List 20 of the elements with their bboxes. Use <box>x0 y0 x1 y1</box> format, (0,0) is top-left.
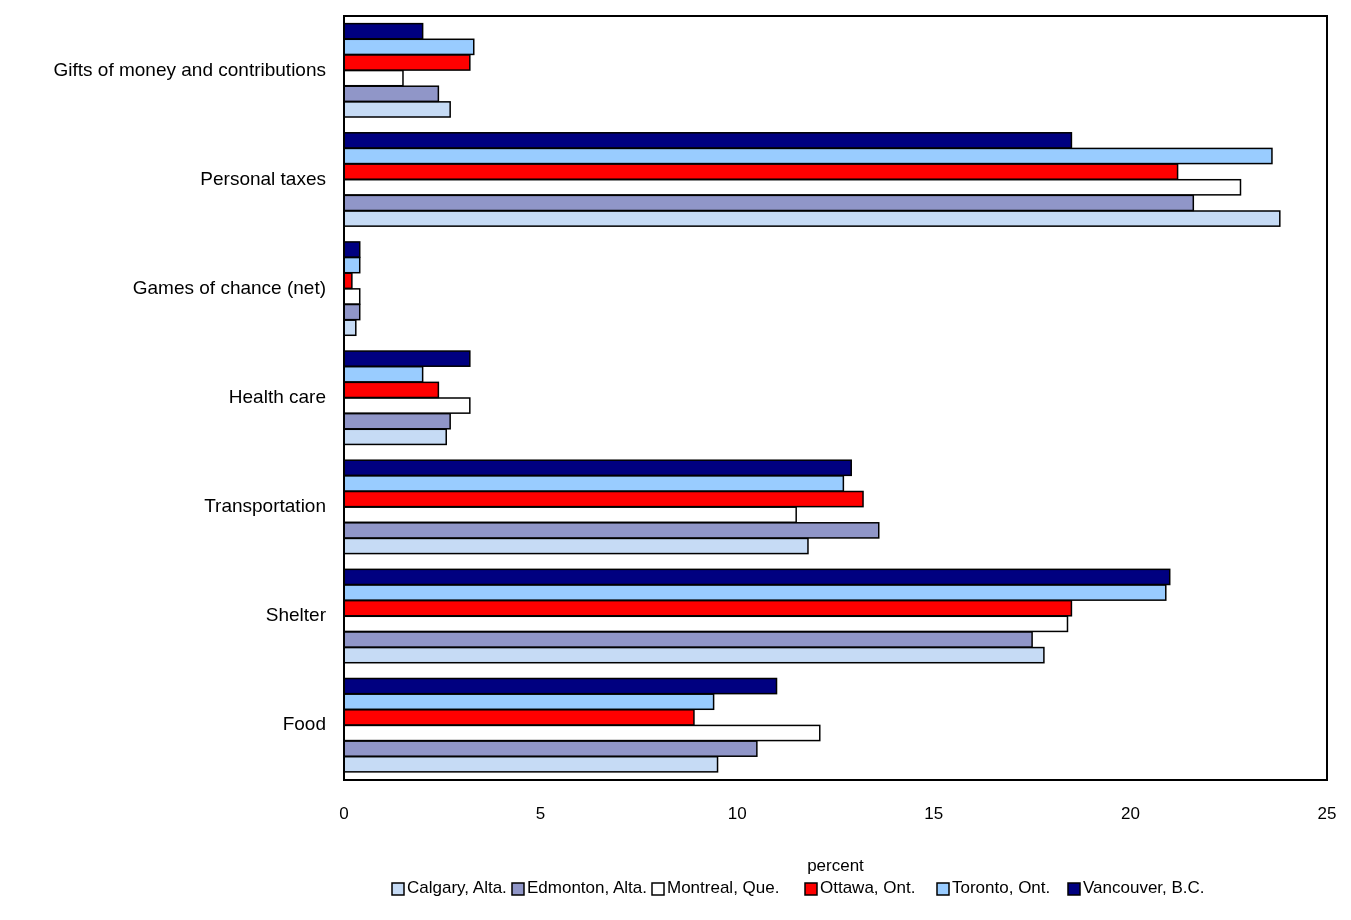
x-tick-label: 25 <box>1317 804 1337 823</box>
x-tick-label: 20 <box>1120 804 1140 823</box>
x-tick-label: 15 <box>924 804 944 823</box>
legend-label: Calgary, Alta. <box>407 878 507 898</box>
y-tick-label: Shelter <box>265 604 327 626</box>
y-tick-label: Personal taxes <box>200 167 326 189</box>
legend-label: Ottawa, Ont. <box>820 878 916 898</box>
y-tick-label: Health care <box>228 386 326 408</box>
x-axis-title: percent <box>807 856 865 875</box>
y-tick-label: Gifts of money and contributions <box>53 58 326 80</box>
legend-label: Montreal, Que. <box>667 878 780 898</box>
x-tick-label: 0 <box>339 804 349 823</box>
legend-label: Vancouver, B.C. <box>1083 878 1205 898</box>
legend-label: Edmonton, Alta. <box>527 878 648 898</box>
legend-label: Toronto, Ont. <box>952 878 1051 898</box>
y-tick-label: Food <box>282 713 326 735</box>
y-tick-label: Games of chance (net) <box>132 276 326 298</box>
y-tick-label: Transportation <box>204 495 326 517</box>
x-tick-label: 5 <box>535 804 546 823</box>
x-tick-label: 10 <box>727 804 747 823</box>
